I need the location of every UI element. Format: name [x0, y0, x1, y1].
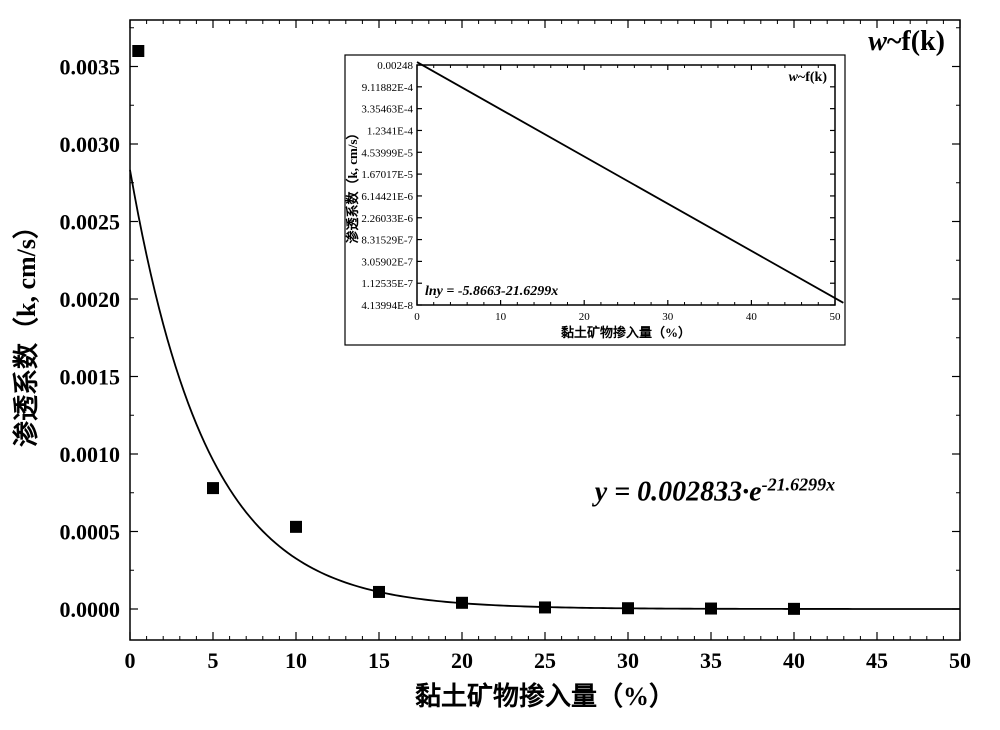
- data-marker: [373, 586, 385, 598]
- x-tick-label: 35: [700, 648, 722, 673]
- data-marker: [207, 482, 219, 494]
- x-tick-label: 20: [451, 648, 473, 673]
- x-tick-label: 5: [208, 648, 219, 673]
- inset-y-tick-label: 4.13994E-8: [361, 300, 413, 312]
- x-tick-label: 40: [783, 648, 805, 673]
- inset-y-tick-label: 1.67017E-5: [361, 169, 413, 181]
- data-marker: [290, 521, 302, 533]
- inset-y-tick-label: 6.14421E-6: [361, 191, 413, 203]
- inset-plot: 0 10 20 30 40 50 0.00248 9.11882E-4 3.35463E-4 1.…: [345, 55, 845, 345]
- fit-equation: y = 0.002833·e-21.6299x: [592, 475, 835, 508]
- x-tick-label: 15: [368, 648, 390, 673]
- y-tick-label: 0.0010: [60, 442, 121, 467]
- data-marker: [132, 45, 144, 57]
- function-label: w~f(k): [868, 26, 945, 57]
- inset-y-tick-label: 9.11882E-4: [362, 82, 414, 94]
- data-marker: [456, 597, 468, 609]
- data-marker: [788, 603, 800, 615]
- inset-x-tick-label: 20: [579, 311, 591, 323]
- data-marker: [539, 601, 551, 613]
- y-tick-label: 0.0020: [60, 287, 121, 312]
- inset-y-tick-label: 1.2341E-4: [367, 125, 414, 137]
- y-tick-label: 0.0015: [60, 365, 121, 390]
- y-tick-label: 0.0035: [60, 55, 121, 80]
- y-tick-label: 0.0025: [60, 210, 121, 235]
- inset-y-axis-label: 渗透系数（k, cm/s）: [345, 126, 360, 243]
- inset-y-tick-label: 3.35463E-4: [361, 104, 413, 116]
- data-marker: [622, 602, 634, 614]
- chart-container: 0 5 10 15 20 25 30 35 40 45 50 0.0000 0.0005 0.0010 0.…: [0, 0, 1000, 730]
- x-tick-label: 0: [125, 648, 136, 673]
- x-tick-label: 30: [617, 648, 639, 673]
- y-axis-label: 渗透系数（k, cm/s）: [11, 213, 41, 447]
- inset-x-tick-label: 50: [830, 311, 842, 323]
- inset-x-tick-label: 0: [414, 311, 420, 323]
- x-tick-label: 10: [285, 648, 307, 673]
- inset-x-tick-label: 10: [495, 311, 507, 323]
- inset-x-tick-label: 30: [662, 311, 674, 323]
- inset-equation: lny = -5.8663-21.6299x: [425, 284, 558, 299]
- inset-x-axis-label: 黏土矿物掺入量（%）: [561, 325, 691, 340]
- y-tick-label: 0.0005: [60, 520, 121, 545]
- inset-y-tick-label: 8.31529E-7: [361, 235, 413, 247]
- x-tick-label: 25: [534, 648, 556, 673]
- y-tick-label: 0.0000: [60, 597, 121, 622]
- x-tick-label: 50: [949, 648, 971, 673]
- inset-function-label: w~f(k): [789, 70, 828, 85]
- inset-y-tick-label: 3.05902E-7: [361, 256, 413, 268]
- main-chart-svg: 0 5 10 15 20 25 30 35 40 45 50 0.0000 0.0005 0.0010 0.…: [0, 0, 1000, 730]
- inset-y-tick-label: 4.53999E-5: [361, 147, 413, 159]
- inset-x-tick-label: 40: [746, 311, 758, 323]
- inset-y-tick-label: 0.00248: [377, 60, 413, 72]
- x-axis-label: 黏土矿物掺入量（%）: [415, 681, 675, 711]
- data-marker: [705, 603, 717, 615]
- x-tick-label: 45: [866, 648, 888, 673]
- inset-y-tick-label: 1.12535E-7: [361, 278, 413, 290]
- inset-y-tick-label: 2.26033E-6: [361, 213, 413, 225]
- y-tick-label: 0.0030: [60, 132, 121, 157]
